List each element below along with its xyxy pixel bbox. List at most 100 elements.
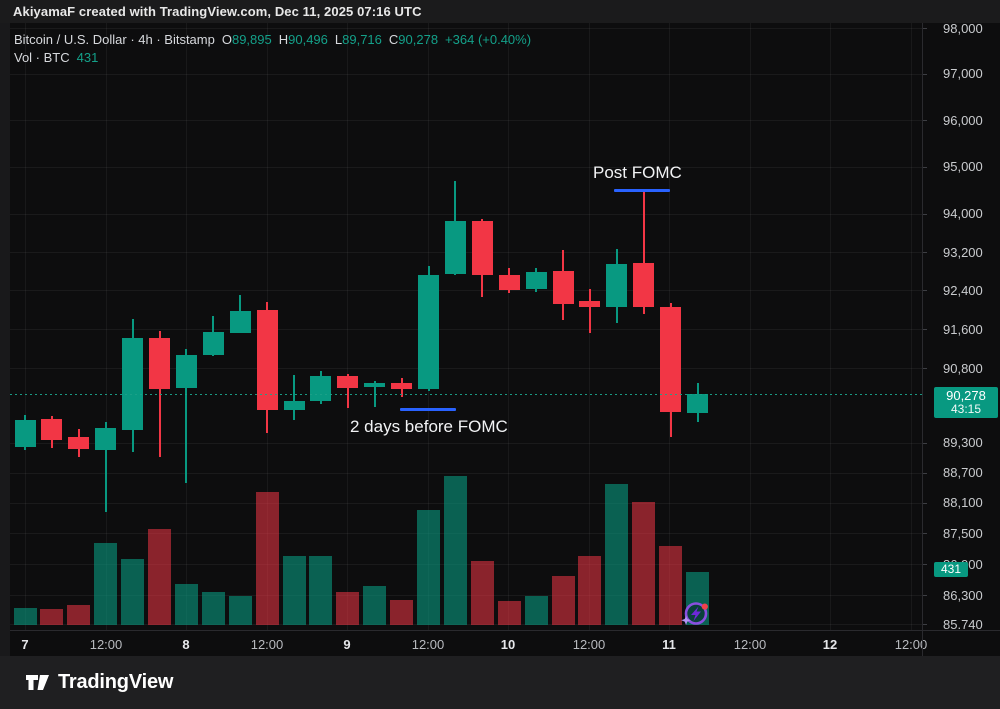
candle-body[interactable] <box>337 376 359 389</box>
volume-bar <box>605 484 629 625</box>
time-tick-label[interactable]: 12:00 <box>250 637 284 652</box>
volume-bar <box>443 476 467 625</box>
time-tick-day-label[interactable]: 11 <box>662 637 676 652</box>
candle-wick <box>104 422 107 513</box>
candle-body[interactable] <box>660 307 682 413</box>
price-tick-mark <box>922 624 927 625</box>
volume-label[interactable]: Vol · BTC <box>14 50 70 65</box>
volume-bar <box>94 543 118 625</box>
price-tick-label: 85.740 <box>943 616 983 632</box>
candle-wick <box>185 348 188 484</box>
ohlc-key: L <box>334 32 343 47</box>
time-tick-label[interactable]: 12:00 <box>733 637 767 652</box>
candle-body[interactable] <box>579 300 601 307</box>
time-tick-label[interactable]: 12:00 <box>89 637 123 652</box>
legend-line-1: Bitcoin / U.S. Dollar · 4h · Bitstamp O89… <box>14 31 531 48</box>
footer-bar: TradingView <box>0 656 1000 709</box>
price-tick-label: 93,200 <box>943 244 983 260</box>
price-tick-mark <box>922 120 927 121</box>
volume-bar <box>228 596 252 625</box>
ohlc-values: O89,895 H90,496 L89,716 C90,278 <box>215 32 438 47</box>
candle-body[interactable] <box>256 309 278 411</box>
candle-body[interactable] <box>202 331 224 355</box>
candle-wick <box>293 375 295 421</box>
candle-body[interactable] <box>175 354 197 389</box>
volume-bar <box>336 591 360 625</box>
price-tick-label: 98,000 <box>943 20 983 36</box>
pre-fomc-trendline[interactable] <box>400 408 456 411</box>
time-axis[interactable]: 7 12:00 8 12:00 9 12:00 10 12:00 11 12:00 12 12:00 <box>0 630 927 656</box>
candle-body[interactable] <box>95 428 117 451</box>
bolt-avatar-icon <box>679 598 711 630</box>
symbol-legend[interactable]: Bitcoin / U.S. Dollar · 4h · Bitstamp O89… <box>14 31 531 66</box>
price-axis-border <box>922 23 923 656</box>
candle-body[interactable] <box>498 274 520 291</box>
time-tick-day-label[interactable]: 10 <box>500 637 516 652</box>
left-gutter <box>0 23 10 656</box>
price-gridline <box>10 213 922 215</box>
candle-body[interactable] <box>283 401 305 411</box>
price-tick-mark <box>922 166 927 168</box>
volume-bar <box>363 586 387 625</box>
price-tick-mark <box>922 28 927 29</box>
candle-body[interactable] <box>633 262 655 308</box>
ohlc-key: C <box>388 32 399 47</box>
time-axis-border <box>10 630 1000 631</box>
candle-body[interactable] <box>68 437 90 450</box>
price-tick-label: 91,600 <box>943 321 983 337</box>
price-tick-label: 96,000 <box>943 112 983 128</box>
candle-body[interactable] <box>444 221 466 275</box>
volume-bar <box>524 596 548 625</box>
candle-body[interactable] <box>471 221 493 276</box>
time-tick-label[interactable]: 12:00 <box>411 637 445 652</box>
price-tick-mark <box>922 472 927 474</box>
tradingview-logo-icon[interactable] <box>26 673 49 692</box>
candle-body[interactable] <box>552 270 574 305</box>
volume-bar <box>390 599 414 625</box>
time-tick-day-label[interactable]: 12 <box>822 637 838 652</box>
candle-body[interactable] <box>687 394 708 413</box>
candle-body[interactable] <box>149 337 170 389</box>
price-tick-mark <box>922 502 927 504</box>
post-fomc-label[interactable]: Post FOMC <box>593 163 682 182</box>
volume-bar <box>309 556 333 625</box>
candle-body[interactable] <box>525 271 547 290</box>
symbol-title[interactable]: Bitcoin / U.S. Dollar · 4h · Bitstamp <box>14 32 215 47</box>
candle-body[interactable] <box>41 419 63 441</box>
time-gridline <box>830 23 831 630</box>
price-tick-label: 90,800 <box>943 360 983 376</box>
price-gridline <box>10 442 922 444</box>
time-tick-label[interactable]: 12:00 <box>894 637 928 652</box>
candle-body[interactable] <box>391 383 413 390</box>
post-fomc-trendline[interactable] <box>614 189 670 192</box>
tradingview-brand-text[interactable]: TradingView <box>58 671 174 693</box>
candle-body[interactable] <box>310 376 332 402</box>
volume-bar <box>121 559 145 625</box>
time-gridline <box>911 23 912 630</box>
time-tick-day-label[interactable]: 8 <box>182 637 190 652</box>
candle-body[interactable] <box>14 420 36 448</box>
last-price-value: 90,278 <box>946 387 986 403</box>
ohlc-value: 89,895 <box>231 32 272 47</box>
price-gridline <box>10 252 922 253</box>
time-tick-label[interactable]: 12:00 <box>572 637 606 652</box>
pre-fomc-label[interactable]: 2 days before FOMC <box>350 417 508 436</box>
time-tick-day-label[interactable]: 7 <box>21 637 29 652</box>
volume-bar <box>255 492 279 625</box>
price-tick-label: 94,000 <box>943 206 983 222</box>
candle-body[interactable] <box>122 337 144 431</box>
volume-bar <box>174 583 198 625</box>
candle-body[interactable] <box>606 263 628 307</box>
price-tick-label: 88,700 <box>943 465 983 481</box>
candle-body[interactable] <box>418 274 439 389</box>
volume-bar <box>470 561 494 625</box>
price-tick-mark <box>922 595 927 596</box>
price-tick-mark <box>922 329 927 331</box>
volume-bar <box>578 556 602 625</box>
time-tick-day-label[interactable]: 9 <box>343 637 351 652</box>
candle-body[interactable] <box>229 310 251 333</box>
candle-wick <box>588 289 591 333</box>
candle-body[interactable] <box>364 383 386 387</box>
price-tick-label: 88,100 <box>943 495 983 511</box>
